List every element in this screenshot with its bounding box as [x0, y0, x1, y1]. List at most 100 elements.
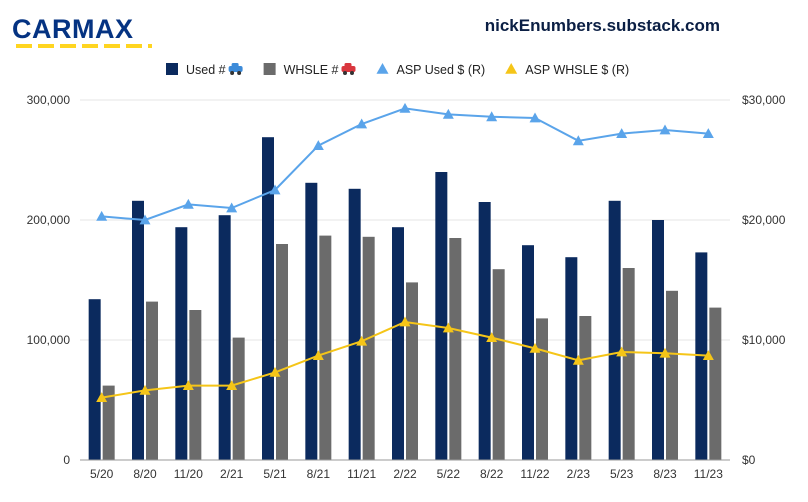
bar-used [132, 200, 144, 461]
point-asp-used [96, 210, 108, 221]
legend-label: ASP WHSLE $ (R) [525, 63, 629, 77]
bar-used [522, 245, 534, 460]
bar-layer [88, 137, 722, 461]
point-asp-whsle [659, 347, 671, 358]
point-asp-used [356, 118, 368, 129]
bar-used [218, 215, 231, 460]
x-tick-label: 11/22 [520, 467, 549, 481]
car-icon [228, 63, 243, 75]
car-wheel [343, 71, 347, 75]
bar-used [262, 137, 274, 460]
axis-layer: 0 100,000 200,000 300,000 $0 $10,000 $20,000 $3… [27, 93, 786, 481]
point-asp-whsle [616, 346, 628, 357]
x-tick-label: 8/20 [133, 467, 157, 481]
point-asp-whsle [399, 316, 411, 327]
legend-label: WHSLE # [284, 63, 339, 77]
x-tick-label: 5/23 [610, 467, 634, 481]
bar-whsle [536, 318, 548, 460]
x-tick-label: 11/21 [347, 467, 376, 481]
x-tick-label: 5/22 [437, 467, 461, 481]
point-asp-used [529, 112, 541, 123]
legend-marker-asp-used [376, 63, 389, 74]
bar-whsle [146, 301, 158, 460]
bar-whsle [276, 244, 288, 460]
site-url: nickEnumbers.substack.com [484, 16, 720, 35]
x-tick-label: 8/23 [653, 467, 677, 481]
point-asp-used [269, 184, 281, 195]
bar-used [435, 172, 448, 460]
car-wheel [350, 71, 354, 75]
y-right-tick-label: $20,000 [742, 213, 786, 227]
x-tick-label: 5/20 [90, 467, 114, 481]
legend-label: Used # [186, 63, 226, 77]
point-asp-whsle [529, 342, 541, 353]
bar-whsle [406, 282, 418, 460]
point-asp-whsle [226, 380, 238, 390]
point-asp-used [226, 202, 238, 213]
car-wheel [237, 71, 242, 75]
legend-label: ASP Used $ (R) [397, 63, 486, 77]
bar-used [88, 299, 101, 460]
point-asp-whsle [356, 335, 368, 346]
bar-used [305, 182, 318, 461]
bar-whsle [449, 238, 462, 460]
y-left-tick-label: 300,000 [27, 93, 71, 107]
bar-whsle [362, 236, 375, 460]
bar-used [348, 188, 361, 461]
bar-whsle [579, 316, 592, 460]
point-asp-whsle [572, 354, 584, 365]
y-right-tick-label: $30,000 [742, 93, 786, 107]
car-wheel [230, 71, 235, 75]
y-left-tick-label: 200,000 [27, 213, 71, 227]
point-asp-used [139, 214, 151, 225]
point-asp-whsle [96, 392, 108, 402]
legend-swatch-used [166, 63, 178, 75]
x-tick-label: 2/21 [220, 467, 244, 481]
x-tick-label: 5/21 [263, 467, 287, 481]
x-tick-label: 2/22 [393, 467, 417, 481]
point-asp-whsle [442, 322, 454, 333]
y-left-tick-label: 0 [63, 453, 70, 467]
x-tick-label: 11/23 [694, 467, 723, 481]
carmax-logo: CARMAX [12, 14, 152, 48]
bar-whsle [102, 385, 115, 460]
line-layer [96, 102, 714, 402]
car-icon [341, 63, 356, 75]
x-tick-label: 11/20 [174, 467, 203, 481]
point-asp-used [702, 128, 714, 138]
point-asp-whsle [182, 380, 194, 390]
point-asp-used [572, 135, 584, 146]
bar-whsle [709, 307, 722, 460]
bar-used [652, 220, 664, 460]
bar-used [175, 227, 188, 460]
point-asp-used [616, 128, 628, 138]
point-asp-used [399, 102, 411, 113]
bar-whsle [319, 235, 332, 460]
point-asp-used [182, 198, 194, 209]
car-cabin [231, 63, 239, 68]
logo-text: CARMAX [12, 14, 134, 44]
point-asp-whsle [139, 384, 151, 395]
legend: Used # WHSLE # ASP Used $ (R) ASP WHSLE $ (… [166, 63, 629, 77]
bar-whsle [232, 337, 245, 460]
bar-used [608, 200, 621, 461]
bar-used [392, 227, 404, 460]
point-asp-used [312, 140, 324, 150]
point-asp-whsle [312, 350, 324, 360]
point-asp-whsle [702, 350, 714, 360]
point-asp-whsle [269, 366, 281, 377]
x-tick-label: 8/22 [480, 467, 504, 481]
point-asp-used [442, 108, 454, 119]
bar-whsle [622, 268, 635, 460]
logo-dash-stripe [16, 44, 152, 48]
legend-marker-asp-whsle [505, 63, 518, 74]
y-left-tick-label: 100,000 [27, 333, 71, 347]
y-right-tick-label: $0 [742, 453, 756, 467]
legend-swatch-whsle [263, 63, 276, 75]
point-asp-whsle [486, 332, 498, 342]
bar-whsle [666, 290, 678, 460]
x-tick-label: 2/23 [567, 467, 591, 481]
y-right-tick-label: $10,000 [742, 333, 786, 347]
x-tick-label: 8/21 [307, 467, 331, 481]
